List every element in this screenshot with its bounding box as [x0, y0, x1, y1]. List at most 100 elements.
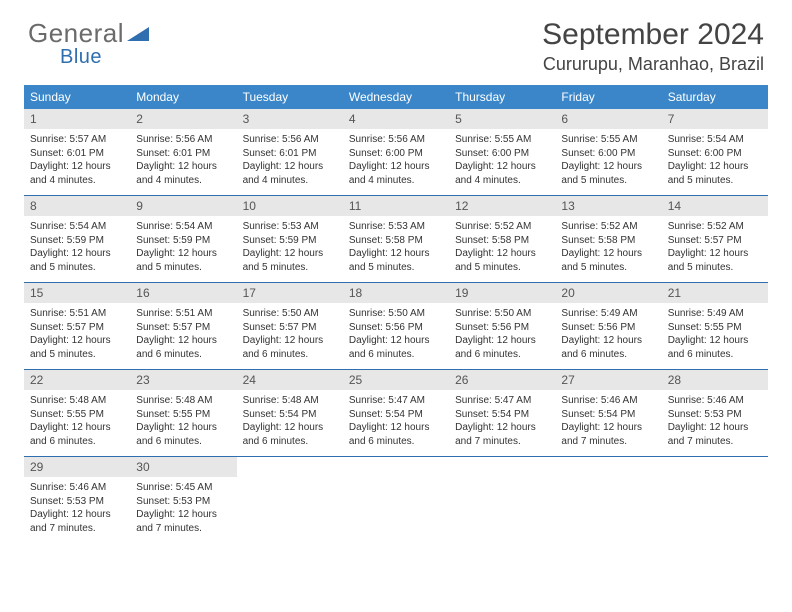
day-cell: 4Sunrise: 5:56 AMSunset: 6:00 PMDaylight… [343, 109, 449, 195]
day-body: Sunrise: 5:47 AMSunset: 5:54 PMDaylight:… [449, 390, 555, 456]
day-body: Sunrise: 5:46 AMSunset: 5:53 PMDaylight:… [662, 390, 768, 456]
day-number: 29 [24, 457, 130, 477]
day-body: Sunrise: 5:51 AMSunset: 5:57 PMDaylight:… [130, 303, 236, 369]
day-cell: 15Sunrise: 5:51 AMSunset: 5:57 PMDayligh… [24, 283, 130, 369]
day-body: Sunrise: 5:50 AMSunset: 5:57 PMDaylight:… [237, 303, 343, 369]
day-cell-empty [555, 457, 661, 543]
calendar-grid: 1Sunrise: 5:57 AMSunset: 6:01 PMDaylight… [24, 109, 768, 543]
week-row: 15Sunrise: 5:51 AMSunset: 5:57 PMDayligh… [24, 283, 768, 370]
day-number: 11 [343, 196, 449, 216]
day-body: Sunrise: 5:56 AMSunset: 6:00 PMDaylight:… [343, 129, 449, 195]
day-body [555, 463, 661, 475]
day-cell: 7Sunrise: 5:54 AMSunset: 6:00 PMDaylight… [662, 109, 768, 195]
day-number: 3 [237, 109, 343, 129]
day-cell: 3Sunrise: 5:56 AMSunset: 6:01 PMDaylight… [237, 109, 343, 195]
day-cell: 13Sunrise: 5:52 AMSunset: 5:58 PMDayligh… [555, 196, 661, 282]
day-number: 13 [555, 196, 661, 216]
day-body: Sunrise: 5:50 AMSunset: 5:56 PMDaylight:… [343, 303, 449, 369]
day-body: Sunrise: 5:54 AMSunset: 5:59 PMDaylight:… [130, 216, 236, 282]
day-body: Sunrise: 5:49 AMSunset: 5:56 PMDaylight:… [555, 303, 661, 369]
brand-triangle-icon [127, 25, 149, 43]
day-cell: 29Sunrise: 5:46 AMSunset: 5:53 PMDayligh… [24, 457, 130, 543]
day-body: Sunrise: 5:56 AMSunset: 6:01 PMDaylight:… [237, 129, 343, 195]
dow-thursday: Thursday [449, 85, 555, 109]
dow-friday: Friday [555, 85, 661, 109]
day-cell: 17Sunrise: 5:50 AMSunset: 5:57 PMDayligh… [237, 283, 343, 369]
day-cell: 28Sunrise: 5:46 AMSunset: 5:53 PMDayligh… [662, 370, 768, 456]
day-body: Sunrise: 5:54 AMSunset: 5:59 PMDaylight:… [24, 216, 130, 282]
day-number: 24 [237, 370, 343, 390]
day-body: Sunrise: 5:55 AMSunset: 6:00 PMDaylight:… [449, 129, 555, 195]
header: General Blue September 2024 Cururupu, Ma… [0, 0, 792, 81]
day-cell: 12Sunrise: 5:52 AMSunset: 5:58 PMDayligh… [449, 196, 555, 282]
day-cell: 19Sunrise: 5:50 AMSunset: 5:56 PMDayligh… [449, 283, 555, 369]
day-cell: 14Sunrise: 5:52 AMSunset: 5:57 PMDayligh… [662, 196, 768, 282]
title-block: September 2024 Cururupu, Maranhao, Brazi… [542, 18, 764, 75]
week-row: 29Sunrise: 5:46 AMSunset: 5:53 PMDayligh… [24, 457, 768, 543]
dow-monday: Monday [130, 85, 236, 109]
day-cell: 20Sunrise: 5:49 AMSunset: 5:56 PMDayligh… [555, 283, 661, 369]
day-number: 26 [449, 370, 555, 390]
day-cell: 11Sunrise: 5:53 AMSunset: 5:58 PMDayligh… [343, 196, 449, 282]
day-number: 27 [555, 370, 661, 390]
day-body: Sunrise: 5:52 AMSunset: 5:58 PMDaylight:… [555, 216, 661, 282]
day-number: 8 [24, 196, 130, 216]
day-cell: 25Sunrise: 5:47 AMSunset: 5:54 PMDayligh… [343, 370, 449, 456]
day-number: 25 [343, 370, 449, 390]
day-number: 2 [130, 109, 236, 129]
day-cell: 9Sunrise: 5:54 AMSunset: 5:59 PMDaylight… [130, 196, 236, 282]
day-number: 30 [130, 457, 236, 477]
day-body: Sunrise: 5:50 AMSunset: 5:56 PMDaylight:… [449, 303, 555, 369]
day-cell: 6Sunrise: 5:55 AMSunset: 6:00 PMDaylight… [555, 109, 661, 195]
dow-tuesday: Tuesday [237, 85, 343, 109]
day-number: 4 [343, 109, 449, 129]
day-cell-empty [662, 457, 768, 543]
day-number: 12 [449, 196, 555, 216]
day-cell: 8Sunrise: 5:54 AMSunset: 5:59 PMDaylight… [24, 196, 130, 282]
week-row: 8Sunrise: 5:54 AMSunset: 5:59 PMDaylight… [24, 196, 768, 283]
day-body: Sunrise: 5:52 AMSunset: 5:58 PMDaylight:… [449, 216, 555, 282]
brand-part1: General [28, 18, 124, 49]
day-body: Sunrise: 5:46 AMSunset: 5:53 PMDaylight:… [24, 477, 130, 543]
day-body: Sunrise: 5:56 AMSunset: 6:01 PMDaylight:… [130, 129, 236, 195]
week-row: 1Sunrise: 5:57 AMSunset: 6:01 PMDaylight… [24, 109, 768, 196]
day-cell: 27Sunrise: 5:46 AMSunset: 5:54 PMDayligh… [555, 370, 661, 456]
day-cell: 2Sunrise: 5:56 AMSunset: 6:01 PMDaylight… [130, 109, 236, 195]
day-body: Sunrise: 5:49 AMSunset: 5:55 PMDaylight:… [662, 303, 768, 369]
day-number: 19 [449, 283, 555, 303]
day-number: 20 [555, 283, 661, 303]
day-body: Sunrise: 5:53 AMSunset: 5:58 PMDaylight:… [343, 216, 449, 282]
day-cell: 21Sunrise: 5:49 AMSunset: 5:55 PMDayligh… [662, 283, 768, 369]
day-number: 18 [343, 283, 449, 303]
day-body: Sunrise: 5:51 AMSunset: 5:57 PMDaylight:… [24, 303, 130, 369]
day-number: 14 [662, 196, 768, 216]
day-number: 1 [24, 109, 130, 129]
week-row: 22Sunrise: 5:48 AMSunset: 5:55 PMDayligh… [24, 370, 768, 457]
day-cell-empty [449, 457, 555, 543]
brand-logo: General Blue [28, 18, 149, 49]
day-number: 15 [24, 283, 130, 303]
day-cell: 22Sunrise: 5:48 AMSunset: 5:55 PMDayligh… [24, 370, 130, 456]
day-body: Sunrise: 5:45 AMSunset: 5:53 PMDaylight:… [130, 477, 236, 543]
day-body: Sunrise: 5:54 AMSunset: 6:00 PMDaylight:… [662, 129, 768, 195]
day-number: 10 [237, 196, 343, 216]
day-body: Sunrise: 5:52 AMSunset: 5:57 PMDaylight:… [662, 216, 768, 282]
day-cell: 5Sunrise: 5:55 AMSunset: 6:00 PMDaylight… [449, 109, 555, 195]
day-cell: 1Sunrise: 5:57 AMSunset: 6:01 PMDaylight… [24, 109, 130, 195]
day-body: Sunrise: 5:57 AMSunset: 6:01 PMDaylight:… [24, 129, 130, 195]
day-number: 22 [24, 370, 130, 390]
month-title: September 2024 [542, 18, 764, 52]
day-cell: 18Sunrise: 5:50 AMSunset: 5:56 PMDayligh… [343, 283, 449, 369]
day-number: 28 [662, 370, 768, 390]
day-body: Sunrise: 5:53 AMSunset: 5:59 PMDaylight:… [237, 216, 343, 282]
day-body: Sunrise: 5:55 AMSunset: 6:00 PMDaylight:… [555, 129, 661, 195]
day-cell-empty [343, 457, 449, 543]
location: Cururupu, Maranhao, Brazil [542, 54, 764, 75]
day-cell-empty [237, 457, 343, 543]
day-number: 17 [237, 283, 343, 303]
dow-saturday: Saturday [662, 85, 768, 109]
day-body [343, 463, 449, 475]
day-cell: 26Sunrise: 5:47 AMSunset: 5:54 PMDayligh… [449, 370, 555, 456]
day-body: Sunrise: 5:46 AMSunset: 5:54 PMDaylight:… [555, 390, 661, 456]
day-cell: 30Sunrise: 5:45 AMSunset: 5:53 PMDayligh… [130, 457, 236, 543]
